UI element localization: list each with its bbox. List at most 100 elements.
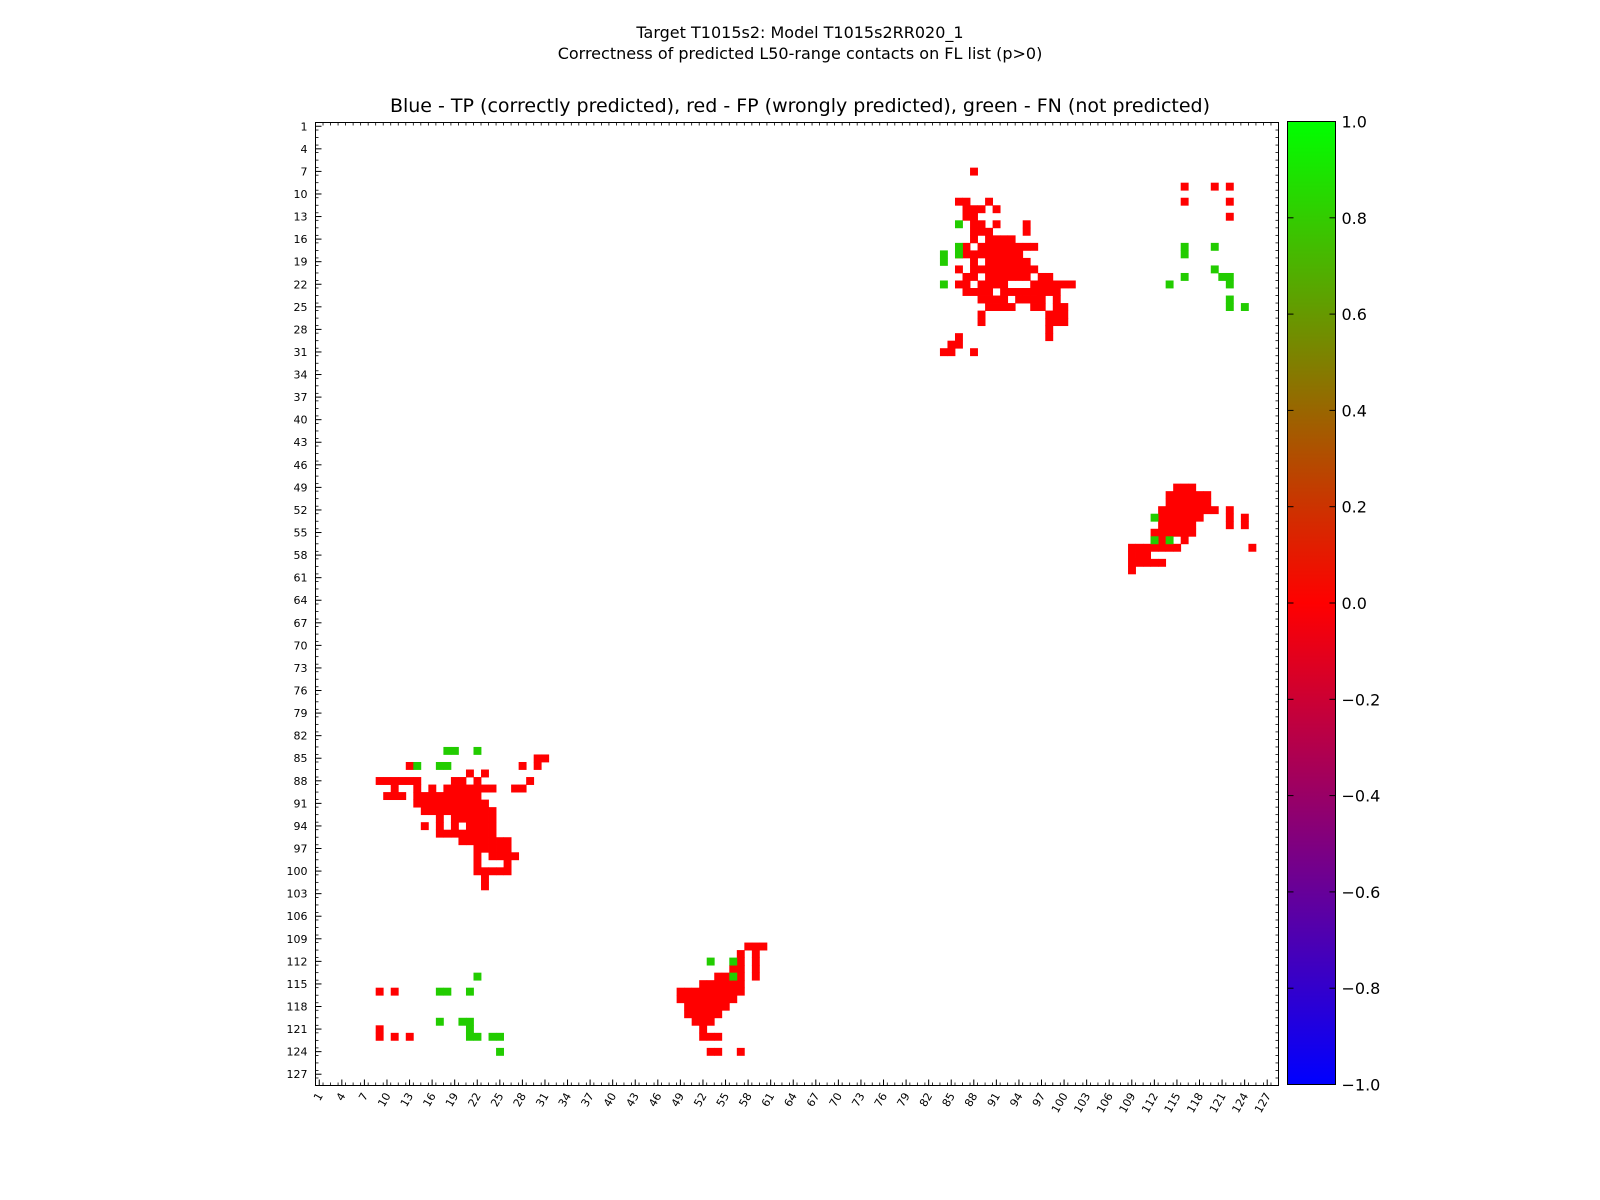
contact-cell-fp	[676, 995, 685, 1004]
x-tick-label: 55	[714, 1091, 732, 1110]
contact-cell-fp	[1030, 288, 1039, 296]
contact-cell-fn	[465, 987, 474, 996]
contact-cell-fp	[420, 822, 429, 831]
x-tick-label: 67	[804, 1091, 822, 1110]
contact-cell-fp	[721, 972, 730, 981]
contact-cell-fp	[684, 1010, 693, 1019]
contact-cell-fp	[1143, 543, 1152, 552]
x-tick-label: 28	[511, 1091, 529, 1110]
contact-cell-fp	[1060, 310, 1069, 319]
contact-cell-fp	[1165, 521, 1174, 530]
contact-cell-fp	[977, 220, 986, 229]
contact-cell-fp	[1007, 250, 1016, 259]
contact-cell-fp	[954, 340, 963, 349]
y-tick-label: 61	[294, 572, 308, 585]
contact-cell-fp	[1128, 551, 1136, 560]
contact-cell-fp	[503, 837, 512, 846]
contact-cell-fp	[443, 799, 452, 808]
contact-cell-fp	[1052, 303, 1061, 311]
contact-cell-fp	[1240, 513, 1249, 522]
y-tick-label: 25	[294, 301, 308, 314]
contact-cell-fp	[992, 280, 1001, 289]
x-tick-label: 43	[624, 1091, 642, 1110]
contact-cell-fp	[1015, 295, 1024, 304]
contact-cell-fp	[962, 250, 971, 259]
contact-cell-fp	[1158, 528, 1167, 537]
contact-cell-fn	[435, 987, 444, 996]
contact-cell-fp	[1037, 303, 1046, 311]
contact-cell-fp	[465, 807, 474, 816]
contact-cell-fp	[465, 799, 474, 808]
contact-cell-fp	[1203, 506, 1212, 515]
contact-cell-fp	[1240, 521, 1249, 530]
contact-cell-fp	[1150, 528, 1159, 537]
contact-cell-fp	[413, 792, 422, 801]
contact-cell-fp	[1015, 265, 1024, 274]
contact-cell-fp	[1210, 506, 1219, 515]
contact-cell-fp	[1180, 197, 1189, 206]
contact-cell-fp	[481, 837, 489, 846]
contact-cell-fp	[977, 205, 986, 214]
x-tick-label: 127	[1252, 1091, 1274, 1116]
contact-cell-fn	[939, 280, 948, 289]
contact-cell-fp	[977, 242, 986, 251]
contact-cell-fp	[1158, 536, 1167, 545]
contact-cell-fp	[1015, 272, 1024, 281]
y-tick-label: 70	[294, 639, 308, 652]
contact-cell-fn	[443, 761, 452, 770]
y-tick-label: 97	[294, 843, 308, 856]
contact-cell-fp	[970, 272, 978, 281]
contact-cell-fp	[699, 980, 708, 989]
contact-cell-fp	[1128, 543, 1136, 552]
x-tick-label: 49	[669, 1091, 687, 1110]
contact-cell-fp	[413, 784, 422, 793]
contact-cell-fp	[428, 792, 437, 801]
contact-cell-fp	[1165, 491, 1174, 500]
contact-cell-fp	[1000, 288, 1009, 296]
contact-cell-fp	[1158, 543, 1167, 552]
contact-cell-fp	[714, 995, 723, 1004]
contact-cell-fp	[1188, 521, 1197, 530]
contact-cell-fp	[1045, 310, 1054, 319]
contact-cell-fp	[751, 950, 760, 959]
contact-cell-fp	[465, 822, 474, 831]
contact-cell-fp	[443, 784, 452, 793]
x-tick-label: 22	[466, 1091, 484, 1110]
contact-cell-fp	[473, 807, 482, 816]
contact-cell-fp	[473, 822, 482, 831]
contact-cell-fp	[1052, 288, 1061, 296]
contact-cell-fp	[985, 288, 994, 296]
contact-cell-fp	[970, 257, 978, 266]
x-tick-label: 13	[398, 1091, 416, 1110]
contact-cell-fp	[691, 995, 700, 1004]
contact-cell-fp	[1180, 498, 1189, 507]
contact-cell-fp	[1022, 265, 1031, 274]
contact-cell-fp	[473, 784, 482, 793]
contact-cell-fp	[1225, 521, 1234, 530]
contact-cell-fn	[488, 1032, 497, 1041]
contact-cell-fp	[375, 777, 384, 785]
x-tick-label: 40	[601, 1091, 619, 1110]
y-tick-label: 64	[294, 594, 308, 607]
y-tick-label: 46	[294, 459, 308, 472]
contact-cell-fp	[1165, 498, 1174, 507]
contact-cell-fp	[1000, 242, 1009, 251]
contact-cell-fp	[699, 1025, 708, 1034]
contact-cell-fp	[458, 784, 467, 793]
contact-cell-fp	[383, 792, 392, 801]
contact-cell-fp	[1030, 265, 1039, 274]
contact-cell-fp	[1135, 558, 1144, 567]
contact-cell-fp	[481, 822, 489, 831]
contact-cell-fp	[1188, 506, 1197, 515]
contact-cell-fn	[496, 1032, 504, 1041]
contact-cell-fp	[390, 987, 399, 996]
contact-cell-fn	[1210, 242, 1219, 251]
contact-cell-fp	[1015, 257, 1024, 266]
y-tick-label: 85	[294, 752, 308, 765]
contact-cell-fp	[954, 333, 963, 342]
y-tick-label: 28	[294, 323, 308, 336]
y-tick-label: 121	[287, 1023, 308, 1036]
contact-cell-fp	[390, 784, 399, 793]
contact-cell-fp	[699, 1010, 708, 1019]
contact-cell-fp	[1007, 257, 1016, 266]
